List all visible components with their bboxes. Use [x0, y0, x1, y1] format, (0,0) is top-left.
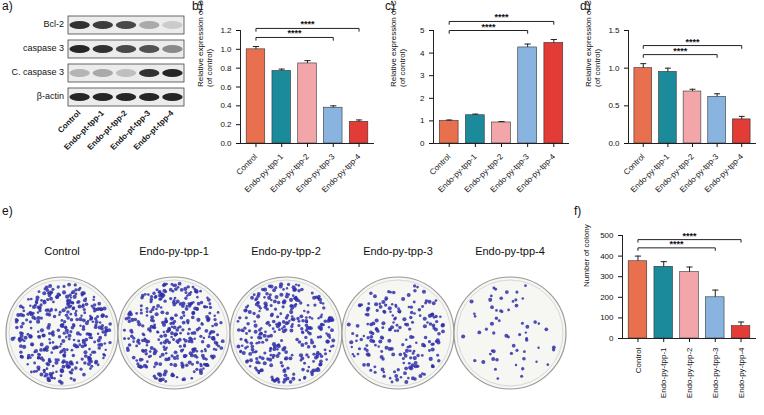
svg-text:0.0: 0.0 [220, 139, 232, 148]
svg-text:500: 500 [600, 231, 614, 240]
svg-text:4: 4 [420, 49, 425, 58]
svg-text:****: **** [685, 37, 700, 47]
svg-text:****: **** [673, 46, 688, 56]
svg-text:300: 300 [600, 272, 614, 281]
svg-text:1.0: 1.0 [608, 64, 620, 73]
svg-text:0.5: 0.5 [608, 101, 620, 110]
svg-text:****: **** [494, 12, 509, 22]
svg-text:Number of colony: Number of colony [582, 224, 591, 287]
svg-text:caspase 3: caspase 3 [23, 43, 64, 53]
svg-text:1.5: 1.5 [608, 26, 620, 35]
svg-text:400: 400 [600, 252, 614, 261]
svg-text:Relative expression of C.Caspa: Relative expression of C.Caspase-3(of co… [389, 0, 407, 87]
svg-text:3: 3 [420, 71, 425, 80]
svg-text:1.0: 1.0 [220, 45, 232, 54]
svg-text:Endo-py-tpp-4: Endo-py-tpp-4 [475, 245, 545, 257]
svg-text:Endo-py-tpp-1: Endo-py-tpp-1 [659, 347, 668, 398]
svg-text:Control: Control [44, 245, 79, 257]
svg-text:0.8: 0.8 [220, 64, 232, 73]
svg-text:200: 200 [600, 293, 614, 302]
svg-text:5: 5 [420, 26, 425, 35]
svg-text:****: **** [682, 231, 697, 241]
svg-text:0.0: 0.0 [608, 139, 620, 148]
svg-text:1.2: 1.2 [220, 26, 232, 35]
svg-text:0.2: 0.2 [220, 120, 232, 129]
svg-text:Endo-py-tpp-2: Endo-py-tpp-2 [251, 245, 321, 257]
svg-text:Control: Control [634, 347, 643, 373]
svg-text:Endo-py-tpp-4: Endo-py-tpp-4 [703, 152, 746, 195]
svg-text:2: 2 [420, 94, 425, 103]
svg-text:Endo-py-tpp-1: Endo-py-tpp-1 [139, 245, 209, 257]
svg-text:Endo-py-tpp-4: Endo-py-tpp-4 [320, 152, 363, 195]
svg-text:Relative expression of Bcl2(of: Relative expression of Bcl2(of control) [196, 0, 214, 87]
svg-text:Endo-pt-tpp-4: Endo-pt-tpp-4 [132, 108, 176, 152]
svg-text:Endo-py-tpp-2: Endo-py-tpp-2 [685, 347, 694, 398]
svg-text:Control: Control [428, 152, 453, 177]
svg-text:Endo-pt-tpp-3: Endo-pt-tpp-3 [109, 108, 153, 152]
svg-text:Endo-pt-tpp-2: Endo-pt-tpp-2 [85, 108, 129, 152]
svg-text:Endo-py-tpp-4: Endo-py-tpp-4 [737, 347, 746, 398]
svg-text:Endo-py-tpp-3: Endo-py-tpp-3 [363, 245, 433, 257]
svg-text:****: **** [300, 19, 315, 29]
svg-text:0: 0 [609, 334, 614, 343]
svg-text:Endo-py-tpp-3: Endo-py-tpp-3 [711, 347, 720, 398]
svg-text:1: 1 [420, 116, 425, 125]
svg-text:Bcl-2: Bcl-2 [43, 19, 64, 29]
svg-text:0.4: 0.4 [220, 101, 232, 110]
svg-text:Relative expression of Caspase: Relative expression of Caspase-3(of cont… [584, 0, 602, 87]
svg-text:****: **** [288, 28, 303, 38]
svg-text:β-actin: β-actin [37, 91, 64, 101]
svg-text:Endo-py-tpp-4: Endo-py-tpp-4 [515, 152, 558, 195]
svg-text:100: 100 [600, 313, 614, 322]
svg-text:C. caspase 3: C. caspase 3 [11, 67, 64, 77]
svg-text:0.6: 0.6 [220, 83, 232, 92]
svg-text:0: 0 [420, 139, 425, 148]
svg-text:Endo-pt-tpp-1: Endo-pt-tpp-1 [62, 108, 106, 152]
svg-text:****: **** [481, 22, 496, 32]
svg-text:Control: Control [235, 152, 260, 177]
